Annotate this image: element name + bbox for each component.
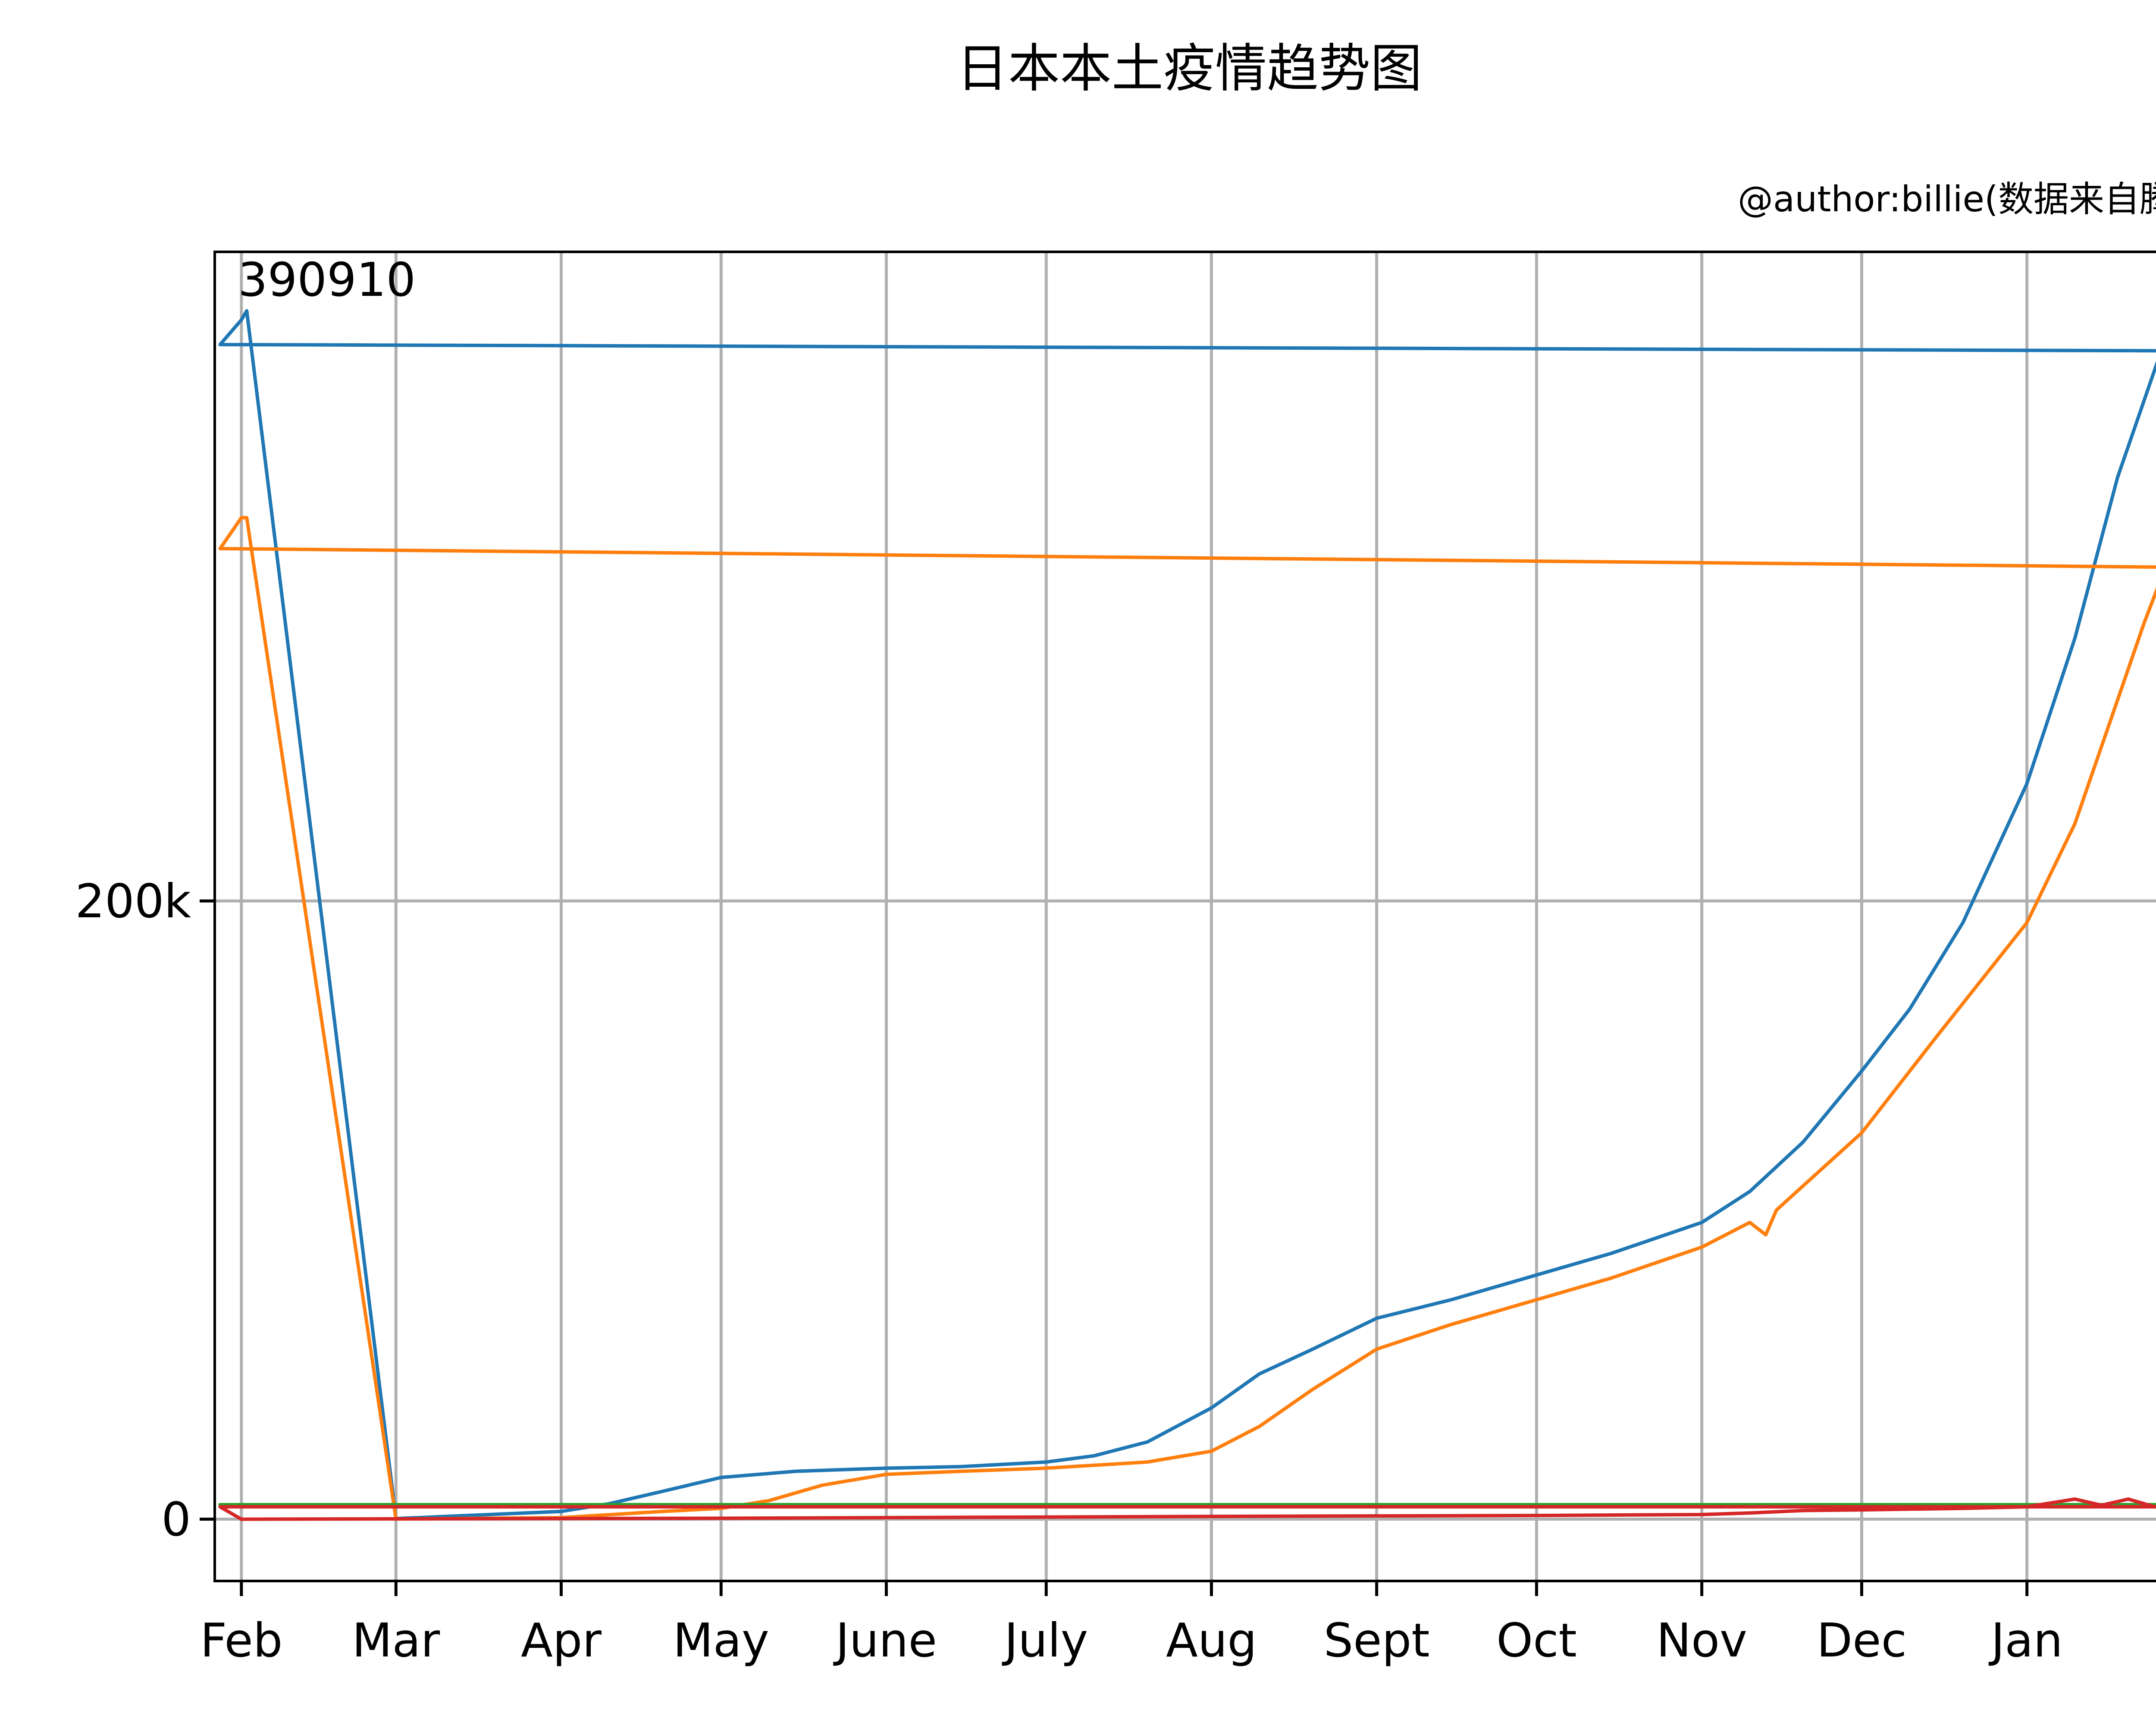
plot-frame bbox=[213, 251, 2156, 1582]
x-tick-label: Feb bbox=[200, 1614, 282, 1668]
series-line bbox=[218, 1497, 2156, 1521]
series-line bbox=[218, 309, 2156, 1521]
peak-annotation: 390910 bbox=[238, 253, 416, 307]
x-tick-label: Mar bbox=[352, 1614, 440, 1668]
y-tick-label: 200k bbox=[75, 875, 191, 929]
x-tick-label: Dec bbox=[1817, 1614, 1907, 1668]
chart-subtitle: @author:billie(数据来自腾讯) bbox=[1738, 179, 2156, 220]
plot-series bbox=[218, 309, 2156, 1521]
x-tick-label: Apr bbox=[521, 1614, 602, 1668]
x-tick-label: June bbox=[833, 1614, 937, 1668]
chart-title: 日本本土疫情趋势图 bbox=[956, 39, 1422, 99]
y-tick-label: 0 bbox=[161, 1493, 191, 1547]
series-line bbox=[218, 516, 2156, 1521]
x-tick-label: Sept bbox=[1324, 1614, 1430, 1668]
x-tick-label: May bbox=[673, 1614, 769, 1668]
grid-lines bbox=[215, 252, 2156, 1581]
x-tick-label: Jan bbox=[1988, 1614, 2062, 1668]
x-tick-label: Nov bbox=[1656, 1614, 1747, 1668]
x-tick-label: Oct bbox=[1496, 1614, 1577, 1668]
x-tick-label: July bbox=[1002, 1614, 1088, 1668]
axis-ticks: Feb Mar Apr May June July Aug Sept Oct Nov Dec Jan 0… bbox=[75, 875, 2063, 1668]
x-tick-label: Aug bbox=[1166, 1614, 1257, 1668]
